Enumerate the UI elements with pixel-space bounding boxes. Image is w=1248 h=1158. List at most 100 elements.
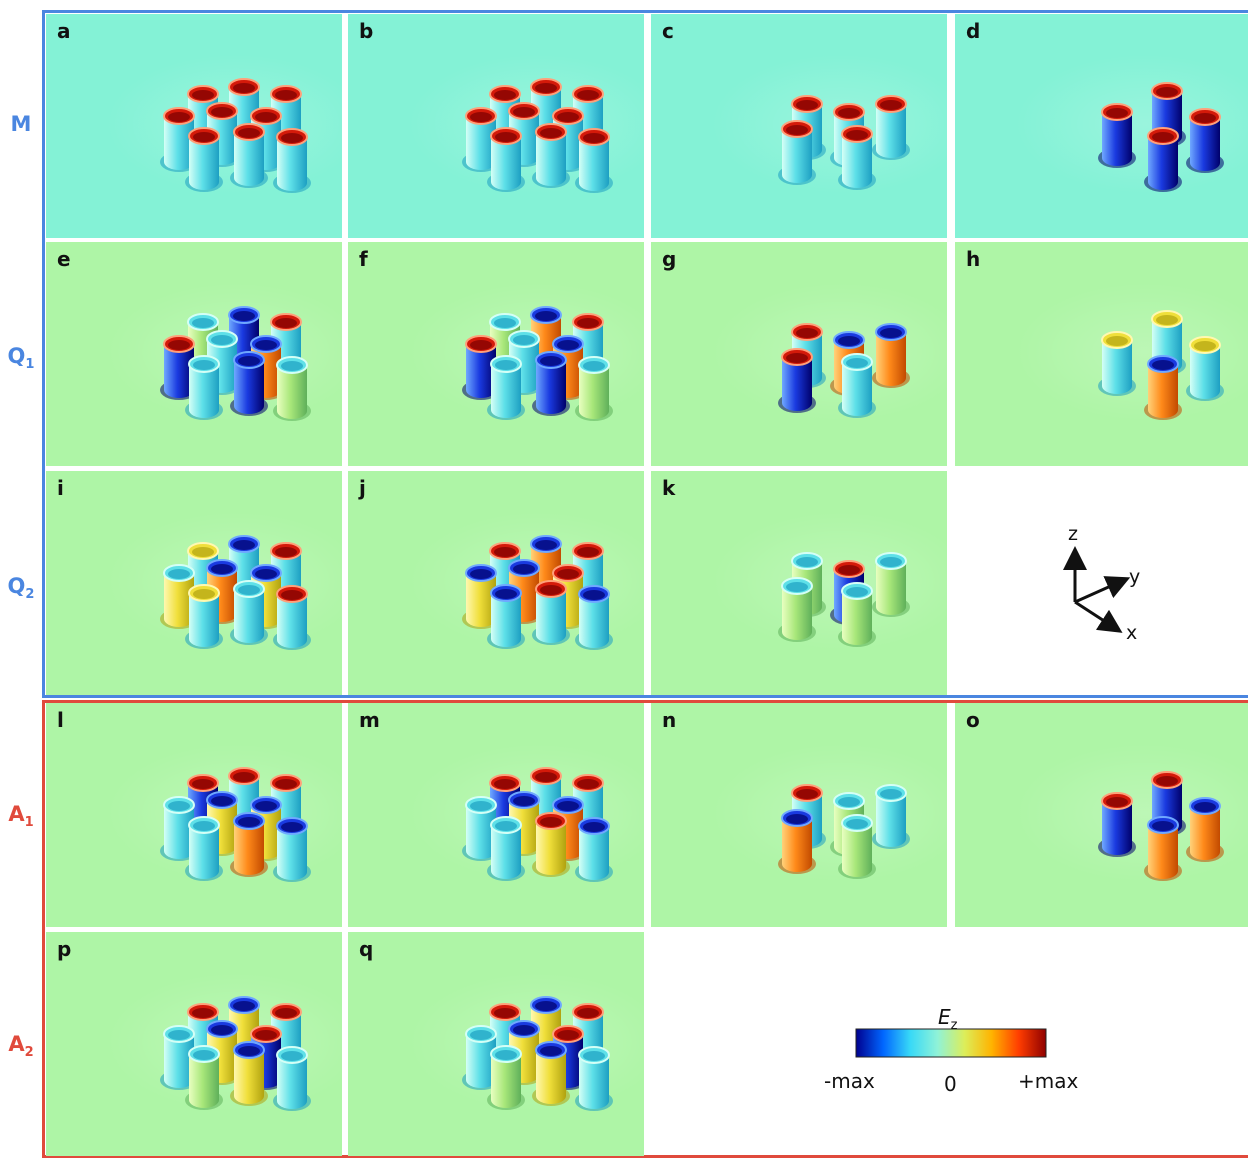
pillar <box>838 582 876 647</box>
row-label-m: M <box>10 112 32 136</box>
y-axis-arrow <box>1074 576 1131 604</box>
pillar <box>273 1046 311 1111</box>
pillar <box>160 335 198 400</box>
panel-q: q <box>348 932 644 1156</box>
field-plot-c <box>651 14 947 238</box>
pillar <box>160 107 198 172</box>
pillar <box>230 580 268 645</box>
pillar <box>778 348 816 413</box>
pillar <box>872 552 910 617</box>
pillar <box>1186 336 1224 401</box>
pillar <box>1098 331 1136 396</box>
pillar <box>462 1025 500 1090</box>
row-label-a1: A1 <box>8 802 34 831</box>
x-axis-label: x <box>1126 622 1137 644</box>
field-plot-h <box>955 242 1248 466</box>
panel-k: k <box>651 471 947 695</box>
field-plot-k <box>651 471 947 695</box>
pillar <box>230 1041 268 1106</box>
panel-letter-i: i <box>57 476 64 500</box>
panel-i: i <box>46 471 342 695</box>
panel-a: a <box>46 14 342 238</box>
pillar <box>838 353 876 418</box>
pillar <box>838 125 876 190</box>
panel-letter-e: e <box>57 247 71 271</box>
colorbar-gradient <box>855 1028 1047 1058</box>
panel-n: n <box>651 703 947 927</box>
panel-g: g <box>651 242 947 466</box>
panel-letter-m: m <box>359 708 380 732</box>
field-plot-e <box>46 242 342 466</box>
pillar <box>872 784 910 849</box>
row-label-q1: Q1 <box>7 344 35 373</box>
colorbar-title: Ez <box>938 1005 958 1033</box>
pillar <box>487 816 525 881</box>
pillar <box>185 1045 223 1110</box>
pillar <box>532 812 570 877</box>
field-plot-m <box>348 703 644 927</box>
panel-c: c <box>651 14 947 238</box>
pillar <box>487 127 525 192</box>
pillar <box>185 816 223 881</box>
panel-h: h <box>955 242 1248 466</box>
panel-e: e <box>46 242 342 466</box>
pillar <box>273 128 311 193</box>
field-plot-d <box>955 14 1248 238</box>
pillar <box>1144 355 1182 420</box>
panel-letter-k: k <box>662 476 676 500</box>
panel-letter-c: c <box>662 19 674 43</box>
pillar <box>185 355 223 420</box>
pillar <box>532 580 570 645</box>
panel-letter-l: l <box>57 708 64 732</box>
panel-letter-f: f <box>359 247 368 271</box>
pillar <box>230 812 268 877</box>
pillar <box>273 585 311 650</box>
pillar <box>575 356 613 421</box>
panel-o: o <box>955 703 1248 927</box>
pillar <box>160 1025 198 1090</box>
pillar <box>778 577 816 642</box>
pillar <box>575 128 613 193</box>
pillar <box>575 585 613 650</box>
pillar <box>872 95 910 160</box>
panel-letter-p: p <box>57 937 72 961</box>
panel-letter-h: h <box>966 247 981 271</box>
coordinate-axes: z y x <box>1063 523 1140 644</box>
field-plot-g <box>651 242 947 466</box>
pillar <box>778 809 816 874</box>
pillar <box>487 584 525 649</box>
pillar <box>462 335 500 400</box>
field-plot-b <box>348 14 644 238</box>
panel-letter-a: a <box>57 19 71 43</box>
row-label-a2: A2 <box>8 1032 34 1061</box>
panel-f: f <box>348 242 644 466</box>
field-plot-q <box>348 932 644 1156</box>
y-axis-label: y <box>1129 566 1140 588</box>
panel-m: m <box>348 703 644 927</box>
pillar <box>487 1045 525 1110</box>
pillar <box>487 355 525 420</box>
pillar <box>185 584 223 649</box>
field-plot-a <box>46 14 342 238</box>
pillar <box>532 1041 570 1106</box>
field-plot-i <box>46 471 342 695</box>
field-plot-p <box>46 932 342 1156</box>
pillar <box>1098 103 1136 168</box>
pillar <box>160 796 198 861</box>
pillar <box>1186 108 1224 173</box>
pillar <box>462 564 500 629</box>
field-plot-n <box>651 703 947 927</box>
panel-letter-b: b <box>359 19 374 43</box>
pillar <box>462 796 500 861</box>
pillar <box>230 351 268 416</box>
symmetric-group-frame <box>42 10 1248 698</box>
pillar <box>1098 792 1136 857</box>
panel-d: d <box>955 14 1248 238</box>
panel-p: p <box>46 932 342 1156</box>
pillar <box>462 107 500 172</box>
panel-letter-j: j <box>359 476 366 500</box>
panel-letter-d: d <box>966 19 981 43</box>
panel-j: j <box>348 471 644 695</box>
field-plot-o <box>955 703 1248 927</box>
